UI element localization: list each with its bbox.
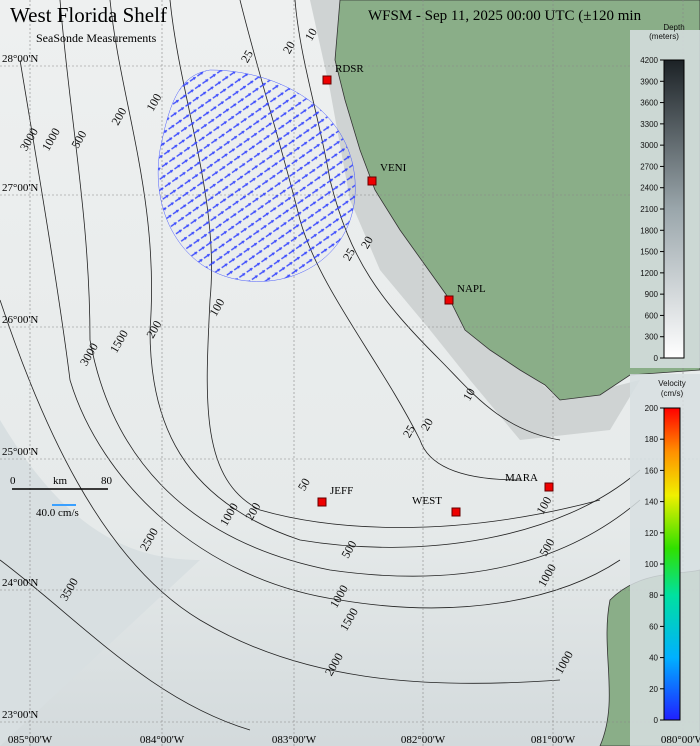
contour [0,559,251,731]
station-marker [444,295,454,305]
longitude-label: 085°00'W [8,734,53,746]
contour [109,0,641,548]
depth-tick-label: 300 [645,333,659,342]
deep-water [0,420,200,746]
station-label: NAPL [457,283,486,295]
velocity-tick-label: 0 [654,716,659,725]
velocity-colorbar [663,407,681,721]
longitude-label: 080°00'W [661,734,700,746]
depth-tick-label: 3900 [640,77,658,86]
scale-end: 80 [101,475,113,487]
contour [19,59,621,609]
depth-tick-label: 1500 [640,248,658,257]
velocity-tick-label: 140 [645,498,659,507]
depth-tick-label: 1200 [640,269,658,278]
depth-tick-label: 2400 [640,184,658,193]
velocity-tick-label: 160 [645,466,659,475]
station-label: RDSR [335,63,364,75]
velocity-tick-label: 40 [649,654,658,663]
longitude-label: 083°00'W [272,734,317,746]
velocity-tick-label: 180 [645,435,659,444]
longitude-label: 082°00'W [401,734,446,746]
latitude-label: 24°00'N [2,577,38,589]
velocity-tick-label: 120 [645,529,659,538]
depth-tick-label: 3600 [640,99,658,108]
latitude-label: 28°00'N [2,53,38,65]
timestamp: WFSM - Sep 11, 2025 00:00 UTC (±120 min [368,8,642,24]
scale-start: 0 [10,475,16,487]
station-marker [317,497,327,507]
longitude-label: 081°00'W [531,734,576,746]
depth-tick-label: 600 [645,311,659,320]
depth-tick-label: 2100 [640,205,658,214]
latitude-label: 25°00'N [2,446,38,458]
depth-tick-label: 3300 [640,120,658,129]
map-subtitle: SeaSonde Measurements [36,31,157,45]
velocity-tick-label: 20 [649,685,658,694]
longitude-label: 084°00'W [140,734,185,746]
depth-tick-label: 4200 [640,56,658,65]
latitude-label: 26°00'N [2,314,38,326]
velocity-tick-label: 80 [649,591,658,600]
latitude-label: 27°00'N [2,182,38,194]
scale-vector: 40.0 cm/s [36,507,79,519]
depth-colorbar [663,59,685,359]
depth-tick-label: 3000 [640,141,658,150]
velocity-title: Velocity [658,379,686,388]
velocity-tick-label: 100 [645,560,659,569]
station-marker [367,176,377,186]
depth-title: Depth [663,23,684,32]
velocity-unit: (cm/s) [661,389,684,398]
velocity-tick-label: 200 [645,404,659,413]
current-vectors [157,69,356,282]
station-label: JEFF [330,485,353,497]
contour [294,0,561,441]
depth-tick-label: 2700 [640,162,658,171]
scale-bar: 0 km 80 40.0 cm/s [10,475,113,519]
station-marker [544,482,554,492]
station-label: WEST [412,495,442,507]
depth-unit: (meters) [649,32,679,41]
station-marker [451,507,461,517]
station-label: VENI [380,162,407,174]
contour [59,0,641,577]
contour [0,299,561,684]
velocity-tick-label: 60 [649,622,658,631]
station-label: MARA [505,472,538,484]
depth-tick-label: 0 [654,354,659,363]
depth-tick-label: 900 [645,290,659,299]
latitude-label: 23°00'N [2,709,38,721]
scale-unit: km [53,475,68,487]
station-marker [322,75,332,85]
depth-tick-label: 1800 [640,226,658,235]
map-title: West Florida Shelf [10,3,167,27]
